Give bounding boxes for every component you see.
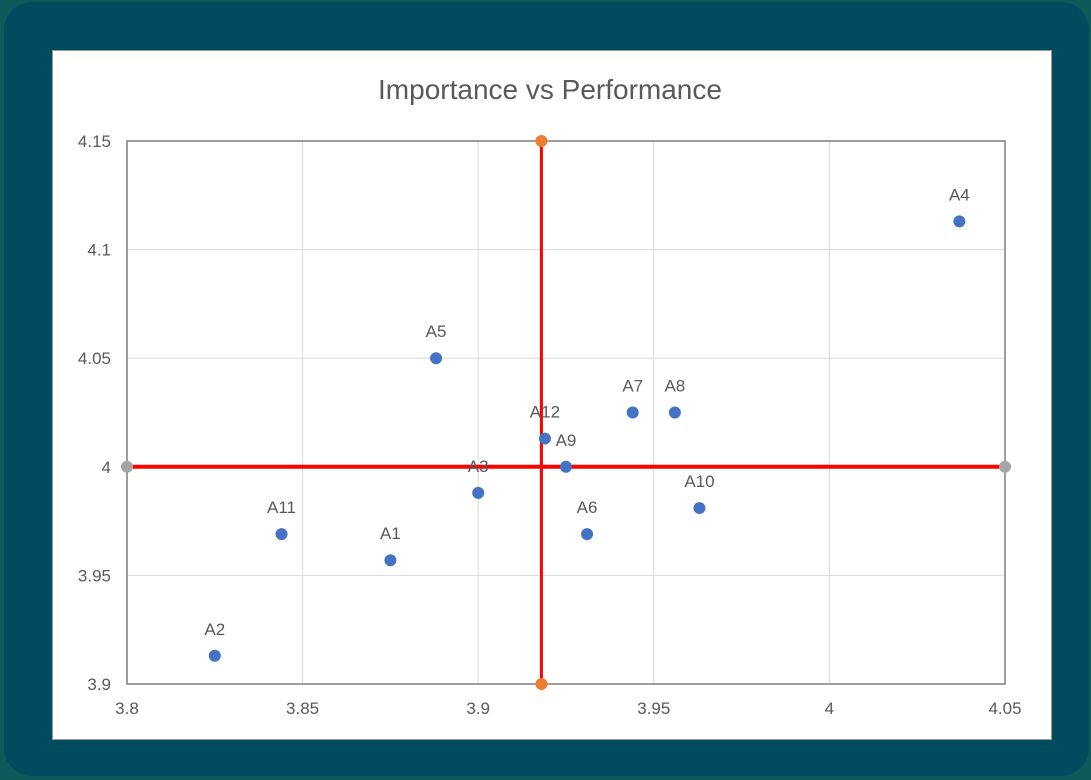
y-tick-label: 3.95 (78, 566, 111, 585)
data-point-a7 (626, 406, 639, 419)
x-tick-label: 4.05 (988, 699, 1021, 718)
data-label-a8: A8 (664, 377, 685, 396)
data-label-a11: A11 (267, 498, 296, 517)
x-tick-label: 3.95 (637, 699, 670, 718)
data-label-a5: A5 (426, 322, 447, 341)
outer-frame: Importance vs Performance 3.8 3.85 3.9 3.95… (4, 2, 1089, 776)
x-tick-label: 3.85 (286, 699, 319, 718)
vertical-line-start-marker (535, 678, 548, 690)
data-point-a5 (430, 352, 443, 365)
data-label-a12: A12 (530, 403, 560, 422)
scatter-chart: Importance vs Performance 3.8 3.85 3.9 3.95… (78, 74, 1022, 718)
vertical-line-end-marker (535, 135, 548, 147)
y-tick-label: 4.05 (78, 349, 111, 368)
y-tick-label: 3.9 (87, 675, 111, 694)
data-point-a6 (581, 528, 594, 541)
chart-title: Importance vs Performance (378, 74, 722, 105)
chart-card: Importance vs Performance 3.8 3.85 3.9 3.95… (52, 50, 1052, 740)
data-point-a12 (538, 432, 551, 445)
data-label-a3: A3 (468, 457, 489, 476)
horizontal-line-end-marker (999, 460, 1011, 473)
data-point-a10 (693, 502, 706, 515)
data-label-a6: A6 (577, 498, 598, 517)
x-tick-label: 3.9 (466, 699, 490, 718)
data-label-a2: A2 (204, 620, 225, 639)
data-point-a2 (208, 649, 221, 662)
y-tick-label: 4.1 (87, 241, 111, 260)
data-point-a11 (275, 528, 288, 541)
data-label-a4: A4 (949, 185, 970, 204)
x-tick-label: 3.8 (115, 699, 139, 718)
data-point-a3 (472, 486, 485, 499)
data-point-a1 (384, 554, 397, 567)
data-label-a7: A7 (622, 377, 643, 396)
data-label-a1: A1 (380, 524, 401, 543)
data-label-a10: A10 (684, 472, 714, 491)
data-point-a4 (953, 215, 966, 228)
x-tick-label: 4 (825, 699, 834, 718)
y-tick-label: 4 (102, 458, 111, 477)
plot-area-border (126, 140, 1006, 685)
data-point-a9 (560, 460, 572, 473)
data-label-a9: A9 (556, 431, 577, 450)
data-point-a8 (668, 406, 681, 419)
y-tick-label: 4.15 (78, 132, 111, 151)
horizontal-line-start-marker (121, 460, 133, 473)
